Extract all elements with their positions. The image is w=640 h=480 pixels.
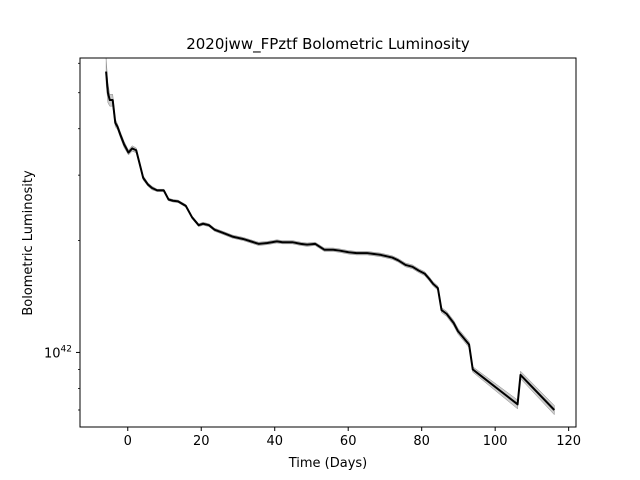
uncertainty-band [105,57,555,416]
x-axis-label: Time (Days) [288,456,368,471]
x-tick-label: 60 [340,434,357,449]
x-tick-label: 20 [193,434,210,449]
chart-title: 2020jww_FPztf Bolometric Luminosity [186,35,470,54]
x-axis: 0 20 40 60 80 100 120 [124,427,581,449]
y-axis: 1042 [44,62,80,411]
plot-frame [79,57,577,428]
x-tick-label: 80 [413,434,430,449]
y-axis-label: Bolometric Luminosity [21,170,36,316]
x-tick-label: 120 [556,434,581,449]
plot-area [105,57,556,416]
x-tick-label: 40 [266,434,283,449]
luminosity-line [105,71,556,411]
y-tick-label: 1042 [44,344,72,361]
x-tick-label: 100 [483,434,508,449]
x-tick-label: 0 [124,434,132,449]
